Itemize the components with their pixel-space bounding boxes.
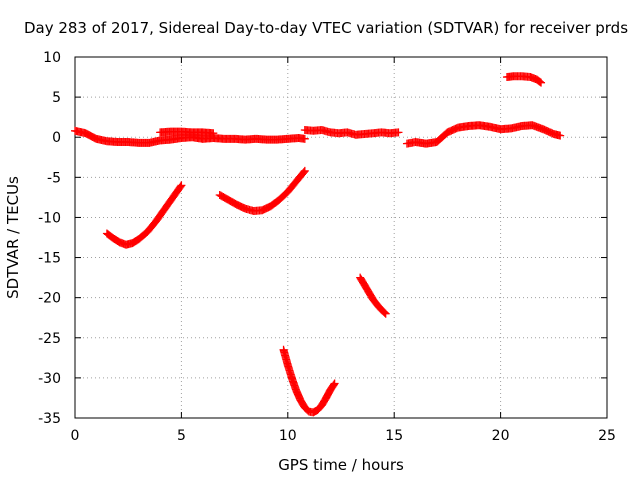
data-segment — [156, 127, 218, 138]
y-axis-label: SDTVAR / TECUs — [4, 176, 22, 299]
y-tick-label: -15 — [38, 251, 61, 267]
y-tick-label: 10 — [43, 50, 61, 66]
data-point-marker — [299, 168, 308, 177]
data-segment — [215, 166, 309, 216]
y-tick-label: -25 — [38, 331, 61, 347]
data-point-marker — [300, 166, 309, 175]
data-points — [71, 72, 565, 417]
x-axis-label: GPS time / hours — [278, 456, 404, 474]
data-point-marker — [381, 309, 390, 318]
y-tick-label: -5 — [47, 170, 61, 186]
data-point-marker — [535, 77, 544, 86]
y-tick-label: 0 — [52, 130, 61, 146]
grid — [75, 57, 607, 418]
plot-frame — [74, 56, 608, 419]
data-point-marker — [394, 128, 403, 137]
data-point-marker — [330, 379, 339, 388]
y-tick-label: -30 — [38, 371, 61, 387]
y-tick-label: 5 — [52, 90, 61, 106]
x-tick-label: 5 — [177, 428, 186, 444]
chart-title: Day 283 of 2017, Sidereal Day-to-day VTE… — [24, 19, 628, 37]
data-point-marker — [177, 181, 186, 190]
data-point-marker — [537, 78, 546, 87]
data-point-marker — [209, 129, 218, 138]
x-tick-label: 0 — [71, 428, 80, 444]
data-segment — [279, 345, 339, 417]
y-tick-label: -20 — [38, 291, 61, 307]
x-tick-label: 25 — [598, 428, 616, 444]
data-point-marker — [329, 380, 338, 389]
data-point-marker — [300, 134, 309, 143]
axis-ticks: 0 5 10 15 20 25 -35 -30 -25 -20 -15 -10 -5 0 5 10 — [38, 50, 616, 444]
data-segment — [356, 273, 390, 318]
data-point-marker — [556, 131, 565, 140]
data-segment — [102, 181, 186, 249]
x-tick-label: 15 — [385, 428, 403, 444]
data-segment — [300, 126, 403, 139]
data-point-marker — [380, 308, 389, 317]
y-tick-label: -10 — [38, 210, 61, 226]
data-point-marker — [176, 182, 185, 191]
data-segment — [402, 121, 565, 148]
x-tick-label: 20 — [492, 428, 510, 444]
y-tick-label: -35 — [38, 411, 61, 427]
data-segment — [502, 72, 546, 87]
x-tick-label: 10 — [279, 428, 297, 444]
